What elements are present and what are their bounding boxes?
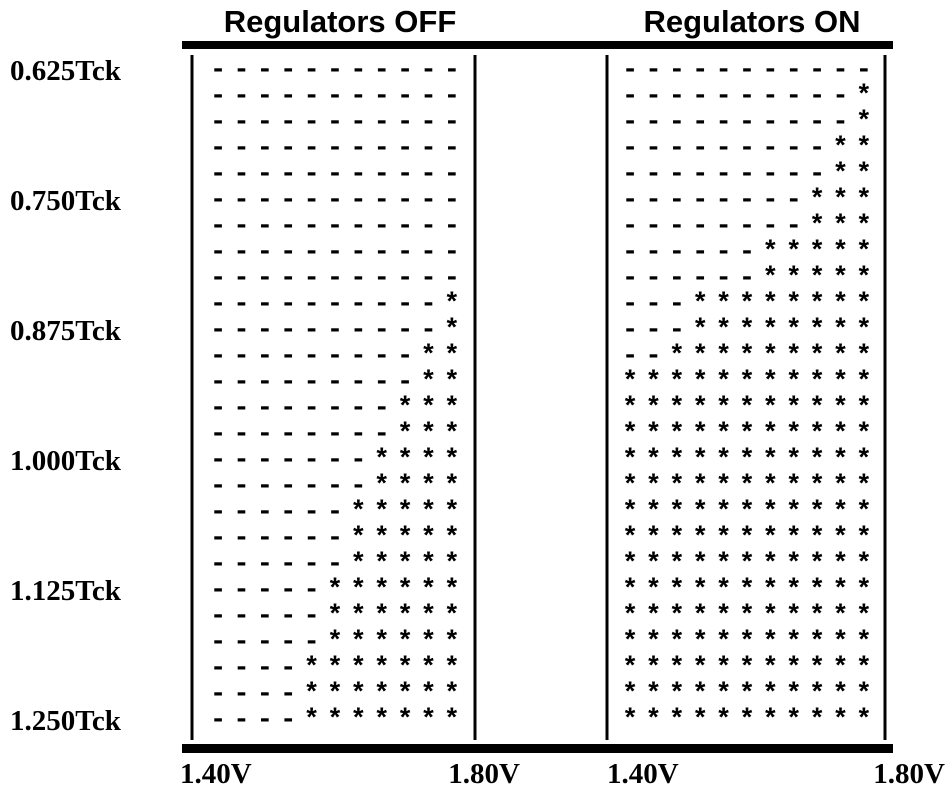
panel-title: Regulators ON: [643, 4, 860, 39]
x-label: 1.40V: [180, 758, 252, 790]
panel-title: Regulators OFF: [224, 4, 457, 39]
shmoo-row: ***********: [622, 706, 872, 736]
row-label: 1.125Tck: [10, 575, 122, 607]
top-bar: [182, 41, 893, 49]
x-label: 1.80V: [873, 758, 945, 790]
x-label: 1.40V: [607, 758, 679, 790]
row-label: 1.000Tck: [10, 445, 122, 477]
x-label: 1.80V: [448, 758, 520, 790]
row-label: 1.250Tck: [10, 705, 122, 737]
row-label: 0.875Tck: [10, 315, 122, 347]
row-label: 0.750Tck: [10, 185, 122, 217]
shmoo-row: ----*******: [210, 706, 460, 736]
bottom-bar: [182, 744, 893, 753]
row-label: 0.625Tck: [10, 55, 122, 87]
